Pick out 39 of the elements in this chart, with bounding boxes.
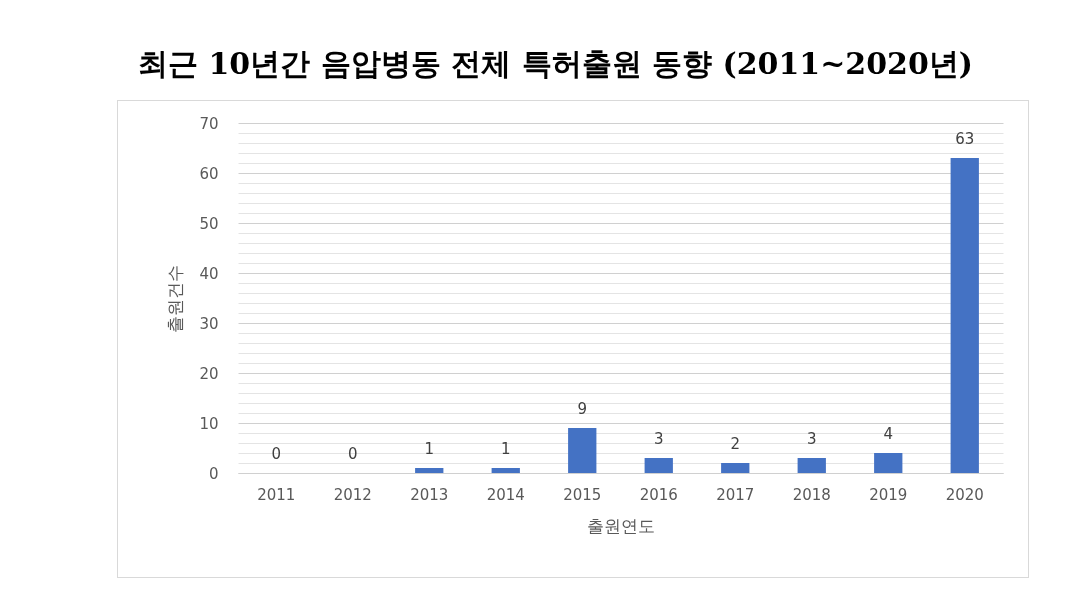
y-tick-label: 0 xyxy=(208,464,219,483)
y-tick-label: 60 xyxy=(199,164,219,183)
y-tick-label: 20 xyxy=(199,364,219,383)
y-tick-label: 30 xyxy=(199,314,219,333)
x-tick-label: 2019 xyxy=(869,485,908,504)
bar xyxy=(568,428,597,473)
chart-title: 최근 10년간 음압병동 전체 특허출원 동향 (2011~2020년) xyxy=(138,46,973,81)
x-axis-title: 출원연도 xyxy=(587,515,655,536)
x-tick-label: 2017 xyxy=(716,485,755,504)
bar xyxy=(874,453,903,473)
data-label: 2 xyxy=(730,435,741,453)
bar xyxy=(721,463,750,473)
data-label: 0 xyxy=(347,445,358,463)
x-tick-label: 2011 xyxy=(257,485,296,504)
data-label: 0 xyxy=(271,445,282,463)
data-label: 3 xyxy=(806,430,817,448)
y-tick-label: 50 xyxy=(199,214,219,233)
x-tick-label: 2018 xyxy=(792,485,831,504)
data-label: 63 xyxy=(955,130,975,148)
x-tick-label: 2016 xyxy=(639,485,678,504)
data-label: 1 xyxy=(500,440,511,458)
bar xyxy=(950,158,979,473)
y-axis-title: 출원건수 xyxy=(165,264,186,333)
x-tick-label: 2020 xyxy=(945,485,984,504)
y-tick-label: 40 xyxy=(199,264,219,283)
data-label: 4 xyxy=(883,425,894,443)
bar xyxy=(491,468,520,473)
x-tick-label: 2013 xyxy=(410,485,449,504)
y-tick-label: 70 xyxy=(199,114,219,133)
data-label: 1 xyxy=(424,440,435,458)
data-label: 9 xyxy=(577,400,588,418)
data-label: 3 xyxy=(653,430,664,448)
x-tick-label: 2014 xyxy=(486,485,525,504)
x-tick-label: 2012 xyxy=(333,485,372,504)
x-tick-label: 2015 xyxy=(563,485,602,504)
bar xyxy=(797,458,826,473)
bar xyxy=(415,468,444,473)
bar xyxy=(644,458,673,473)
y-tick-label: 10 xyxy=(199,414,219,433)
